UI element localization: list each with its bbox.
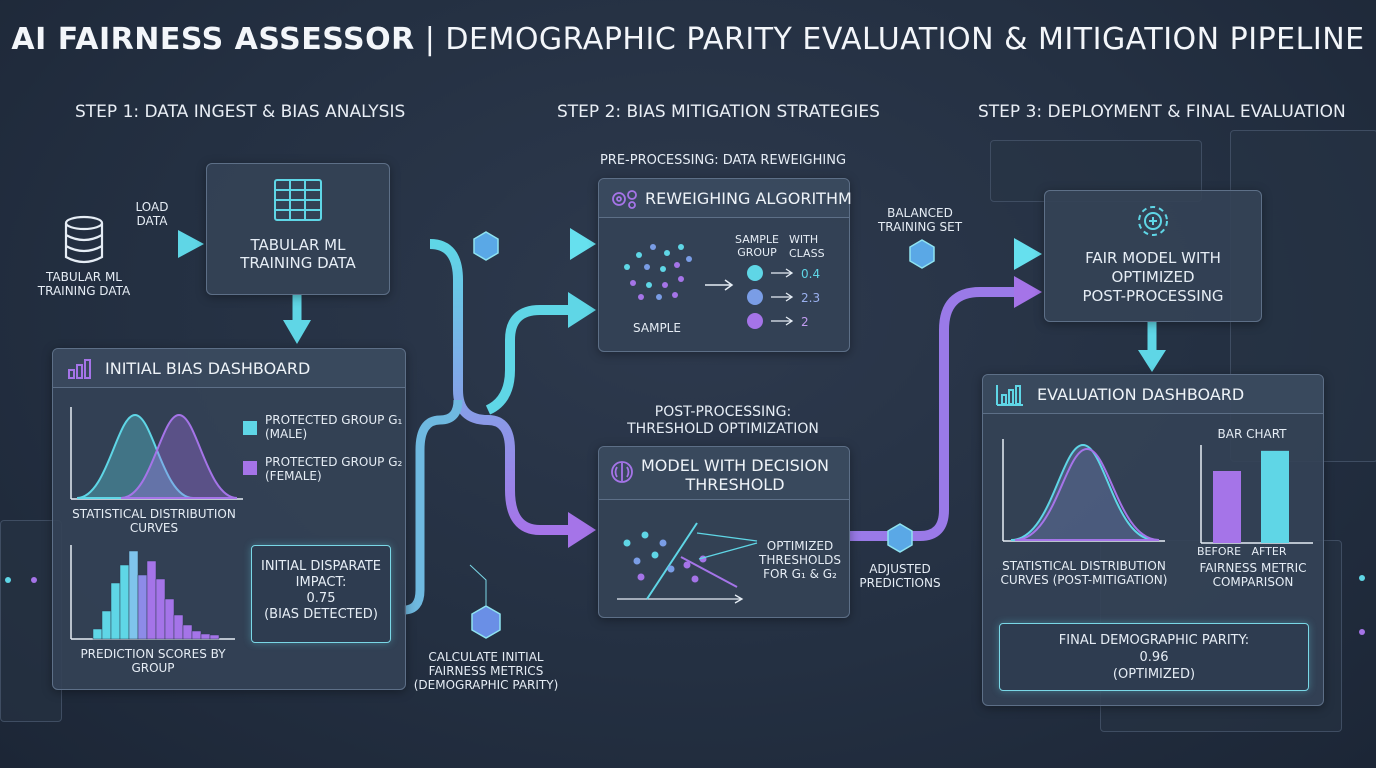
legend-g2-swatch bbox=[243, 461, 257, 475]
with-class-header: WITH CLASS bbox=[789, 233, 825, 260]
reweighing-header bbox=[599, 179, 849, 218]
weight-value-3: 2 bbox=[801, 315, 809, 329]
initial-curves-caption: STATISTICAL DISTRIBUTION CURVES bbox=[72, 507, 236, 535]
load-data-label: LOAD DATA bbox=[135, 200, 169, 228]
balanced-training-label: BALANCED TRAINING SET bbox=[877, 206, 963, 234]
bg-panel-left bbox=[0, 520, 62, 722]
adjusted-predictions-label: ADJUSTED PREDICTIONS bbox=[859, 562, 941, 590]
weight-value-1: 0.4 bbox=[801, 267, 821, 281]
threshold-header bbox=[599, 447, 849, 500]
preprocessing-section-label: PRE-PROCESSING: DATA REWEIGHING bbox=[599, 153, 847, 168]
threshold-pointers bbox=[696, 532, 758, 560]
group-dot-2 bbox=[747, 289, 763, 305]
evaluation-dashboard-header bbox=[983, 375, 1323, 414]
evaluation-dashboard[interactable]: EVALUATION DASHBOARD STATISTICAL DISTRIB… bbox=[982, 374, 1324, 706]
page-title: AI FAIRNESS ASSESSOR | DEMOGRAPHIC PARIT… bbox=[11, 22, 1365, 57]
fairness-bar-chart bbox=[1200, 445, 1313, 544]
post-mitigation-curves bbox=[1002, 439, 1165, 542]
threshold-model-card[interactable]: MODEL WITH DECISION THRESHOLD OPTIMIZED TH… bbox=[598, 446, 850, 618]
prediction-histogram bbox=[70, 545, 235, 640]
reweighing-title: REWEIGHING ALGORITHM bbox=[645, 189, 852, 208]
gear-icon bbox=[1138, 206, 1168, 236]
legend-g1-label: PROTECTED GROUP G₁ (MALE) bbox=[265, 413, 403, 441]
step-2-heading: STEP 2: BIAS MITIGATION STRATEGIES bbox=[557, 102, 880, 122]
legend-g2-label: PROTECTED GROUP G₂ (FEMALE) bbox=[265, 455, 403, 483]
bar-chart-icon bbox=[996, 385, 1023, 406]
table-icon bbox=[274, 179, 322, 221]
gears-icon bbox=[612, 190, 637, 209]
database-icon bbox=[64, 215, 104, 264]
fair-model-card[interactable]: FAIR MODEL WITH OPTIMIZED POST-PROCESSING bbox=[1044, 190, 1262, 322]
bar-caption: FAIRNESS METRIC COMPARISON bbox=[1199, 561, 1307, 589]
initial-distribution-curves bbox=[70, 407, 243, 500]
bar-chart-title: BAR CHART bbox=[1217, 427, 1287, 441]
bar-chart-icon bbox=[68, 359, 91, 379]
evaluation-dashboard-title: EVALUATION DASHBOARD bbox=[1037, 385, 1245, 404]
disparate-impact-box: INITIAL DISPARATE IMPACT: 0.75 (BIAS DET… bbox=[251, 545, 391, 643]
threshold-title: MODEL WITH DECISION THRESHOLD bbox=[640, 456, 829, 494]
optimized-thresholds-label: OPTIMIZED THRESHOLDS FOR G₁ & G₂ bbox=[759, 539, 841, 581]
initial-dashboard-title: INITIAL BIAS DASHBOARD bbox=[105, 359, 311, 378]
weight-value-2: 2.3 bbox=[801, 291, 821, 305]
bar-label-after: AFTER bbox=[1251, 545, 1287, 558]
post-curves-caption: STATISTICAL DISTRIBUTION CURVES (POST-MIT… bbox=[1000, 559, 1168, 587]
postprocessing-section-label: POST-PROCESSING: THRESHOLD OPTIMIZATION bbox=[627, 404, 819, 437]
arrow-right-icon bbox=[705, 279, 734, 291]
sample-caption: SAMPLE bbox=[633, 321, 681, 335]
sample-group-header: SAMPLE GROUP bbox=[735, 233, 779, 259]
sample-scatter bbox=[624, 244, 692, 300]
bar-label-before: BEFORE bbox=[1197, 545, 1242, 558]
group-dot-1 bbox=[747, 265, 763, 281]
histogram-caption: PREDICTION SCORES BY GROUP bbox=[80, 647, 226, 675]
database-label: TABULAR ML TRAINING DATA bbox=[37, 270, 131, 298]
training-data-label: TABULAR ML TRAINING DATA bbox=[240, 236, 356, 272]
bar-after bbox=[1261, 450, 1289, 543]
weight-arrows bbox=[771, 268, 794, 326]
fair-model-label: FAIR MODEL WITH OPTIMIZED POST-PROCESSING bbox=[1082, 249, 1224, 305]
initial-dashboard-header bbox=[53, 349, 405, 388]
initial-bias-dashboard[interactable]: INITIAL BIAS DASHBOARD PROTECTED GROUP G… bbox=[52, 348, 406, 690]
reweighing-card[interactable]: REWEIGHING ALGORITHM SAMPLE SAMPLE GROUP … bbox=[598, 178, 852, 352]
step-1-heading: STEP 1: DATA INGEST & BIAS ANALYSIS bbox=[75, 102, 406, 122]
group-dot-3 bbox=[747, 313, 763, 329]
legend-g1-swatch bbox=[243, 421, 257, 435]
bar-before bbox=[1213, 471, 1241, 543]
step-3-heading: STEP 3: DEPLOYMENT & FINAL EVALUATION bbox=[978, 102, 1346, 122]
calculate-metrics-label: CALCULATE INITIAL FAIRNESS METRICS (DEMOGR… bbox=[413, 650, 559, 692]
final-parity-box: FINAL DEMOGRAPHIC PARITY: 0.96 (OPTIMIZED) bbox=[999, 623, 1309, 691]
training-data-card[interactable]: TABULAR ML TRAINING DATA bbox=[206, 163, 390, 295]
brain-icon bbox=[611, 461, 633, 483]
